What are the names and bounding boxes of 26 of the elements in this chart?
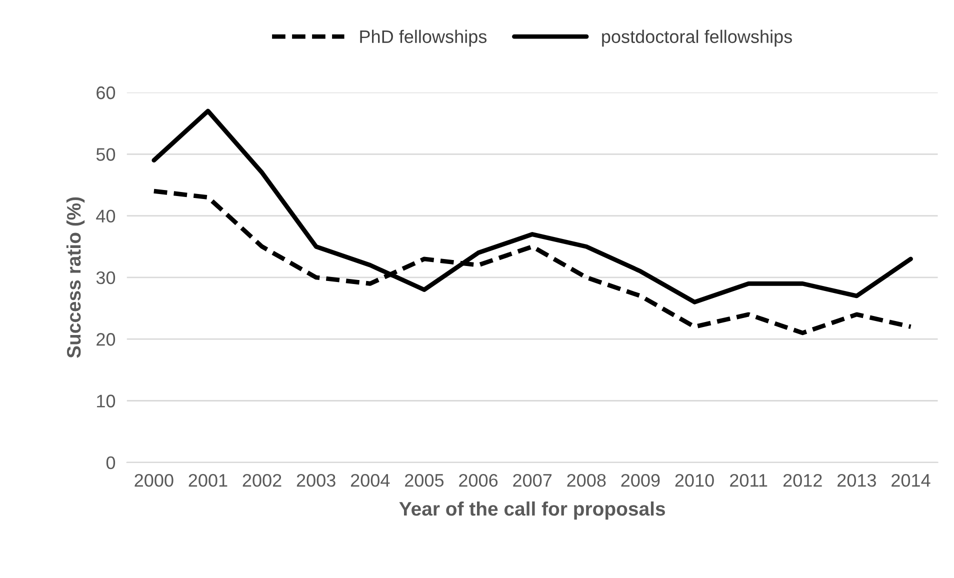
- y-tick-label: 10: [97, 394, 116, 408]
- y-tick-label: 60: [96, 86, 116, 100]
- x-tick-label: 2009: [621, 474, 660, 487]
- x-tick-label: 2003: [296, 474, 336, 487]
- x-tick-label: 2011: [730, 474, 768, 487]
- y-tick-label: 50: [96, 148, 116, 161]
- x-tick-label: 2010: [675, 474, 714, 487]
- x-tick-label: 2000: [134, 474, 174, 487]
- y-tick-label: 30: [96, 271, 116, 284]
- legend-label: postdoctoral fellowships: [602, 30, 792, 47]
- y-tick-label: 40: [96, 210, 116, 223]
- legend-label: PhD fellowships: [360, 30, 487, 47]
- x-tick-label: 2002: [242, 474, 282, 487]
- x-tick-label: 2006: [459, 474, 498, 487]
- y-tick-label: 0: [106, 456, 116, 470]
- x-tick-label: 2013: [838, 474, 876, 487]
- x-tick-label: 2008: [567, 474, 606, 487]
- x-tick-label: 2004: [350, 474, 390, 487]
- y-axis-title: Success ratio (%): [66, 197, 85, 358]
- y-tick-label: 20: [96, 333, 116, 346]
- x-tick-label: 2001: [188, 474, 228, 487]
- x-tick-label: 2005: [405, 474, 444, 487]
- x-tick-label: 2007: [513, 474, 552, 487]
- x-tick-label: 2012: [783, 474, 822, 487]
- x-axis-title: Year of the call for proposals: [399, 501, 665, 520]
- x-tick-label: 2014: [892, 474, 930, 487]
